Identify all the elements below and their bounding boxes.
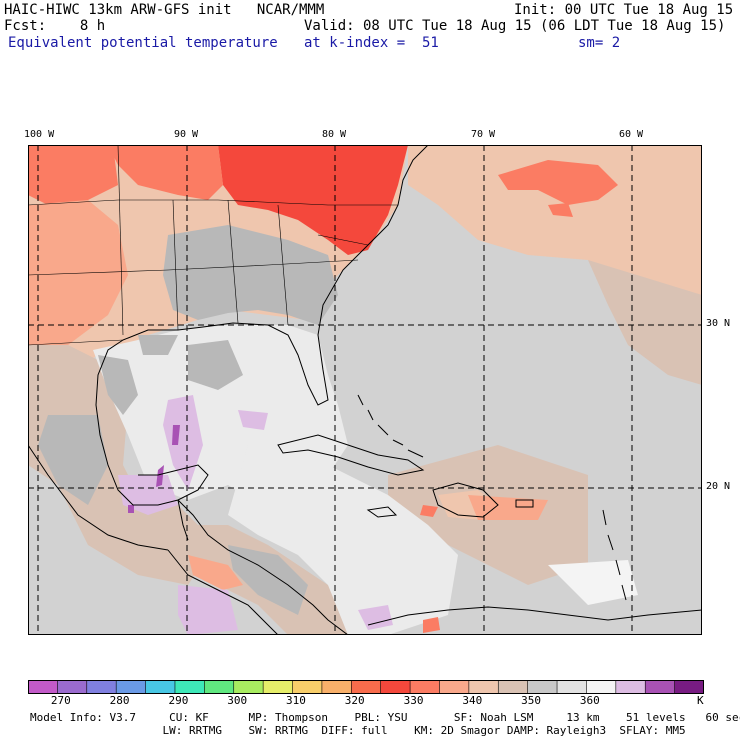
theta-e-field [28,145,702,635]
central-america-gray [228,545,308,615]
colorbar-tick-label: 290 [168,694,189,707]
colorbar-cell [263,680,294,694]
atlantic-beige-band [588,260,702,385]
colorbar-tick-label: 300 [227,694,248,707]
bahamas [357,394,424,458]
colorbar-cell [410,680,440,694]
lon-label-100w: 100 W [24,129,55,140]
lon-label-90w: 90 W [174,129,199,140]
colorbar-tick-label: 280 [109,694,130,707]
smoothing-label: sm= 2 [578,35,621,51]
atlantic-warm-blob [498,160,618,205]
valid-time: Valid: 08 UTC Tue 18 Aug 15 (06 LDT Tue … [304,18,726,34]
model-info-line2: LW: RRTMG SW: RRTMG DIFF: full KM: 2D Sm… [30,724,686,737]
colorbar-cell [615,680,646,694]
purple-streak-2 [156,465,164,487]
atlantic-tan-region [408,145,702,295]
puerto-rico-salmon [420,505,438,517]
lat-label-30n: 30 N [706,318,731,329]
theta-e-map [28,145,702,635]
lavender-gulf-east [238,410,268,430]
south-caribbean-salmon [468,495,548,520]
puerto-rico [515,499,534,508]
model-info-line1: Model Info: V3.7 CU: KF MP: Thompson PBL… [30,711,740,724]
colorbar-cells [28,680,704,694]
init-time: Init: 00 UTC Tue 18 Aug 15 [514,2,734,18]
gridlines [28,145,702,635]
colorbar-cell [292,680,323,694]
mexico-beige [28,345,208,585]
colorbar-cell [674,680,704,694]
colorbar-cell [351,680,382,694]
mexico-gray [38,415,108,505]
south-america-coast [367,606,702,626]
gulf-gray-west [98,355,138,415]
colorbar-cell [380,680,411,694]
colorbar-cell [527,680,558,694]
mexico-coast [95,339,209,506]
gulf-gray-north [138,335,178,355]
cuba [277,434,425,476]
colorbar-cell [439,680,470,694]
colorbar-cell [57,680,88,694]
colorbar-tick-label: 360 [579,694,600,707]
lon-label-80w: 80 W [322,129,347,140]
colorbar-cell [204,680,235,694]
colorbar-frame [28,680,704,694]
model-title: HAIC-HIWC 13km ARW-GFS init NCAR/MMM [4,2,325,18]
colorbar-tick-label: 320 [344,694,365,707]
hispaniola [432,482,499,518]
us-gulf-coast [122,145,429,406]
lavender-pacific [178,585,238,635]
atlantic-warm-spot [548,203,573,217]
colorbar-cell [468,680,499,694]
colombia-warm [423,617,440,633]
central-america-pacific [167,549,279,635]
colorbar-tick-label: 310 [286,694,306,707]
east-caribbean-white [548,560,638,605]
colorbar-cell [586,680,617,694]
purple-streak [172,425,180,445]
colorbar-cell [645,680,676,694]
lon-label-60w: 60 W [619,129,644,140]
colorbar-cell [116,680,147,694]
colorbar-cell [86,680,117,694]
colorbar-cell [174,680,205,694]
colorbar-cell [145,680,176,694]
colorbar-cell [321,680,352,694]
colorbar-tick-label: 330 [403,694,424,707]
yucatan-border [177,499,189,541]
central-america-salmon [188,555,243,590]
colorbar-tick-label: 340 [462,694,483,707]
colorbar-cell [498,680,529,694]
colorbar-cell [233,680,264,694]
level-label: at k-index = 51 [304,35,439,51]
colorbar-tick-label: 350 [521,694,542,707]
purple-spot [128,505,134,513]
land-hot-east [218,145,408,255]
central-america-coast [177,499,349,635]
coastlines [28,145,702,635]
field-name: Equivalent potential temperature [8,35,278,51]
land-salmon-west [28,200,128,375]
map-frame [28,145,702,635]
lon-label-70w: 70 W [471,129,496,140]
caribbean-nearwhite [228,445,458,635]
colorbar-tick-label: 270 [50,694,71,707]
gulf-gray-center [188,340,243,390]
lat-label-20n: 20 N [706,481,731,492]
colorbar [28,680,704,694]
state-borders [28,145,398,346]
lavender-south [358,605,393,630]
land-salmon-north [108,145,223,200]
colorbar-unit: K [697,694,704,707]
jamaica [366,506,398,518]
land-gray-southeast [163,225,338,325]
colorbar-cell [28,680,58,694]
land-warm-west [28,145,118,205]
forecast-hour: Fcst: 8 h [4,18,106,34]
lesser-antilles [602,509,627,601]
colorbar-cell [557,680,587,694]
mexico-pacific-coast [28,444,169,551]
